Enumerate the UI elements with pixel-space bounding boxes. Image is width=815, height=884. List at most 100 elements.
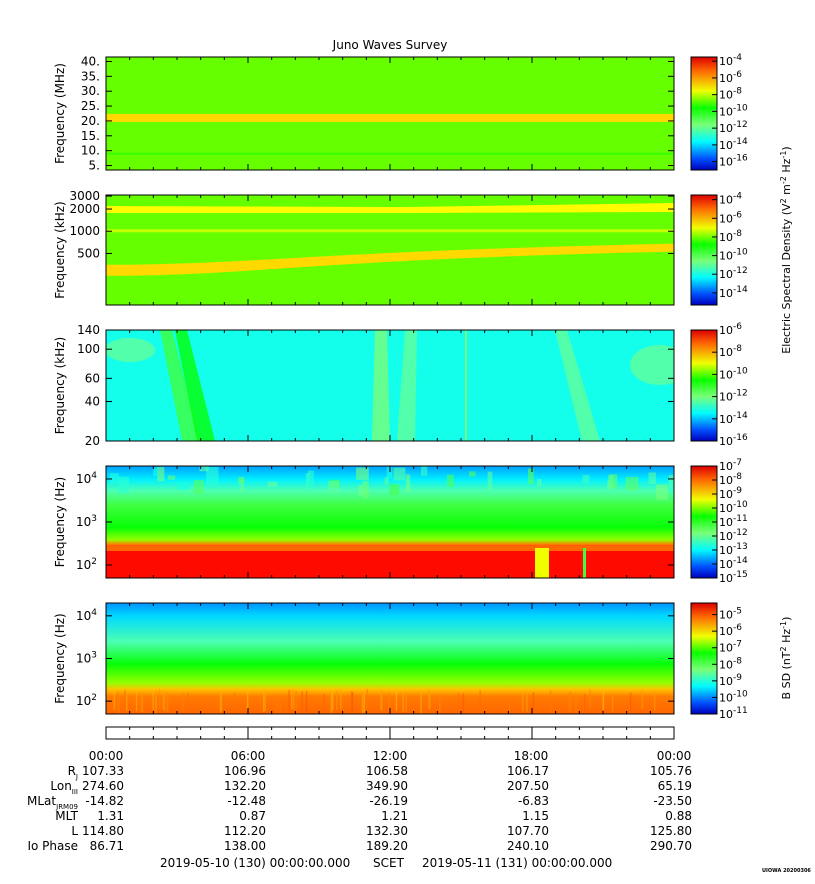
- ephemeris-row-label: LonIII: [50, 779, 78, 796]
- time-label: 12:00: [373, 749, 408, 763]
- ephemeris-value: 105.76: [650, 764, 692, 778]
- footer-end-time: 2019-05-11 (131) 00:00:00.000: [422, 856, 612, 870]
- ephemeris-value: -12.48: [227, 794, 266, 808]
- colorbar-tick-label: 10-4: [719, 192, 742, 207]
- y-tick-label: 102: [76, 693, 97, 708]
- ephemeris-value: 107.70: [507, 824, 549, 838]
- ephemeris-row-label: MLT: [55, 809, 78, 823]
- ephemeris-value: -6.83: [518, 794, 549, 808]
- ephemeris-value: 1.31: [97, 809, 124, 823]
- colorbar-tick-label: 10-6: [719, 322, 742, 337]
- colorbar-tick-label: 10-6: [719, 623, 742, 638]
- y-tick-label: 100: [77, 342, 100, 356]
- y-tick-label: 20.: [81, 114, 100, 128]
- y-tick-label: 10.: [81, 144, 100, 158]
- time-label: 00:00: [89, 749, 124, 763]
- chart-title: Juno Waves Survey: [332, 38, 448, 52]
- ephemeris-value: 207.50: [507, 779, 549, 793]
- colorbar-5: [691, 603, 717, 714]
- colorbar-tick-label: 10-11: [719, 514, 748, 529]
- colorbar-tick-label: 10-15: [719, 570, 748, 585]
- colorbar-tick-label: 10-14: [719, 137, 748, 152]
- ephemeris-value: 1.15: [522, 809, 549, 823]
- y-tick-label: 15.: [81, 129, 100, 143]
- credit-stamp: UIOWA 20200306: [762, 868, 811, 874]
- colorbar-tick-label: 10-8: [719, 344, 742, 359]
- time-label: 06:00: [231, 749, 266, 763]
- colorbar-tick-label: 10-14: [719, 556, 748, 571]
- y-tick-label: 1000: [69, 224, 100, 238]
- y-tick-label: 25.: [81, 99, 100, 113]
- ephemeris-value: 132.30: [366, 824, 408, 838]
- y-tick-label: 40.: [81, 54, 100, 68]
- ephemeris-value: 114.80: [82, 824, 124, 838]
- colorbar-tick-label: 10-7: [719, 640, 742, 655]
- time-label: 18:00: [514, 749, 549, 763]
- y-tick-label: 60: [85, 371, 100, 385]
- colorbar-tick-label: 10-5: [719, 607, 742, 622]
- ephemeris-value: 106.96: [224, 764, 266, 778]
- colorbar-3: [691, 330, 717, 441]
- ephemeris-row-label: L: [71, 824, 78, 838]
- colorbar-tick-label: 10-8: [719, 87, 742, 102]
- y-tick-label: 20: [85, 434, 100, 448]
- footer-start-time: 2019-05-10 (130) 00:00:00.000: [160, 856, 350, 870]
- colorbar-tick-label: 10-13: [719, 542, 748, 557]
- colorbar-tick-label: 10-8: [719, 472, 742, 487]
- ephemeris-value: 106.17: [507, 764, 549, 778]
- ephemeris-value: 132.20: [224, 779, 266, 793]
- y-tick-label: 103: [76, 514, 97, 529]
- panel-5: 102 103 104 Frequency (Hz) 10-510-6 10-710-8 1…: [53, 602, 748, 721]
- ephemeris-value: 125.80: [650, 824, 692, 838]
- colorbar-tick-label: 10-7: [719, 458, 742, 473]
- colorbar-tick-label: 10-9: [719, 486, 742, 501]
- colorbar-tick-label: 10-8: [719, 229, 742, 244]
- y-tick-label: 500: [77, 246, 100, 260]
- ephemeris-value: 86.71: [90, 839, 124, 853]
- ephemeris-value: 107.33: [82, 764, 124, 778]
- panel-1: 5.10.15.20.25.30.35.40. Frequency (MHz) 10…: [53, 53, 748, 172]
- ephemeris-value: 138.00: [224, 839, 266, 853]
- ephemeris-value: 0.87: [239, 809, 266, 823]
- ephemeris-value: 240.10: [507, 839, 549, 853]
- footer-scet-label: SCET: [373, 856, 405, 870]
- ephemeris-value: 290.70: [650, 839, 692, 853]
- colorbar-tick-label: 10-11: [719, 706, 748, 721]
- ephemeris-value: 274.60: [82, 779, 124, 793]
- y-axis-label: Frequency (kHz): [53, 337, 67, 434]
- y-tick-label: 5.: [89, 159, 100, 173]
- colorbar-tick-label: 10-14: [719, 411, 748, 426]
- colorbar-tick-label: 10-9: [719, 673, 742, 688]
- colorbar-tick-label: 10-12: [719, 120, 748, 135]
- ephemeris-value: 65.19: [658, 779, 692, 793]
- colorbar-tick-label: 10-6: [719, 210, 742, 225]
- ephemeris-value: 189.20: [366, 839, 408, 853]
- y-axis-label: Frequency (kHz): [53, 201, 67, 298]
- ephemeris-row-label: RJ: [68, 764, 78, 781]
- panel-4: 102 103 104 Frequency (Hz) 10-710-810-910-10…: [53, 458, 748, 585]
- ephemeris-value: 1.21: [381, 809, 408, 823]
- colorbar-2: [691, 195, 717, 305]
- colorbar-tick-label: 10-12: [719, 266, 748, 281]
- magnetic-cbar-title: B SD (nT2 Hz-1): [779, 617, 793, 700]
- colorbar-tick-label: 10-10: [719, 248, 748, 263]
- y-tick-label: 140: [77, 323, 100, 337]
- ephemeris-value: -23.50: [653, 794, 692, 808]
- colorbar-tick-label: 10-12: [719, 389, 748, 404]
- y-tick-label: 30.: [81, 84, 100, 98]
- y-axis-label: Frequency (Hz): [53, 613, 67, 704]
- colorbar-tick-label: 10-16: [719, 433, 748, 448]
- panel-3: 20 40 60 100 140 Frequency (kHz) 10-6 10-8 10-10…: [53, 322, 748, 448]
- ephemeris-value: 112.20: [224, 824, 266, 838]
- ephemeris-value: -14.82: [85, 794, 124, 808]
- y-tick-label: 3000: [69, 189, 100, 203]
- colorbar-tick-label: 10-12: [719, 528, 748, 543]
- colorbar-tick-label: 10-4: [719, 53, 742, 68]
- electric-cbar-title: Electric Spectral Density (V2 m-2 Hz-1): [779, 146, 793, 353]
- y-tick-label: 104: [76, 471, 97, 486]
- ephemeris-value: 0.88: [665, 809, 692, 823]
- y-tick-label: 35.: [81, 69, 100, 83]
- colorbar-tick-label: 10-14: [719, 285, 748, 300]
- y-tick-label: 40: [85, 394, 100, 408]
